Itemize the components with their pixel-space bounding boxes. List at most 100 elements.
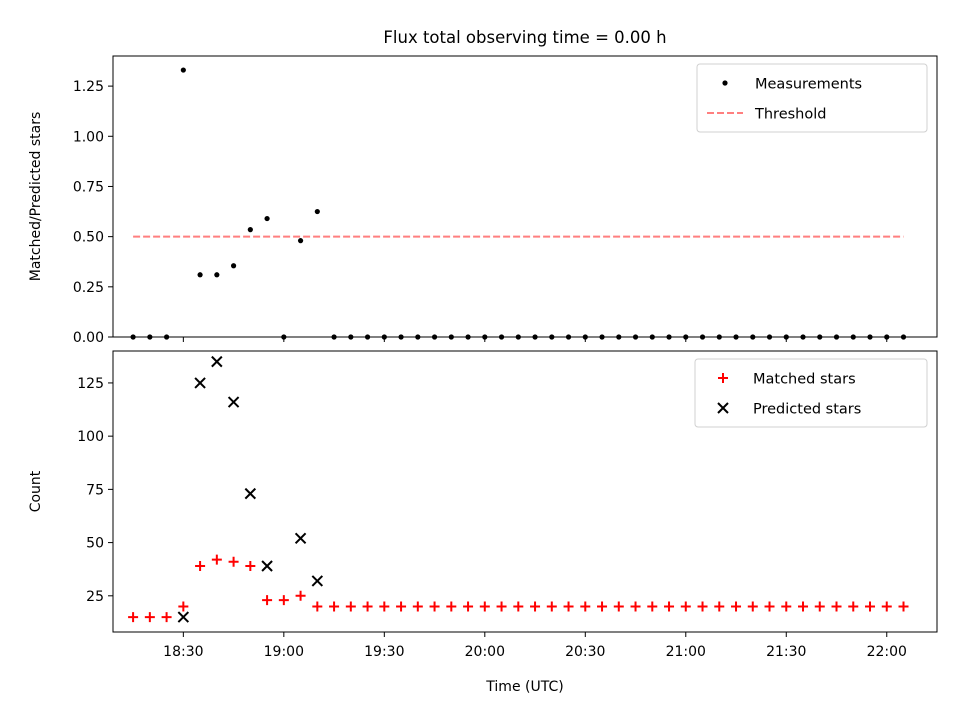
y-tick-label: 0.00 [73, 330, 104, 346]
measurements-point [884, 334, 890, 340]
matched-stars-point [295, 590, 306, 601]
matched-stars-point [161, 612, 172, 623]
legend-box [696, 63, 928, 133]
matched-stars-point [831, 601, 842, 612]
matched-stars-point [178, 601, 189, 612]
measurements-point [147, 334, 153, 340]
measurements-point [398, 334, 404, 340]
measurements-point [515, 334, 521, 340]
y-tick-label: 50 [86, 536, 104, 552]
matched-stars-point [463, 601, 474, 612]
x-tick-label: 20:00 [465, 644, 505, 660]
matched-stars-point [865, 601, 876, 612]
x-axis-label: Time (UTC) [485, 679, 563, 695]
measurements-point [683, 334, 689, 340]
y-tick-label: 0.25 [73, 280, 104, 296]
measurements-point [448, 334, 454, 340]
y-tick-label: 25 [86, 589, 104, 605]
matched-stars-point [345, 601, 356, 612]
measurements-point [230, 263, 237, 269]
measurements-point [582, 334, 588, 340]
measurements-point [733, 334, 739, 340]
measurements-point [850, 334, 856, 340]
matched-stars-point [647, 601, 658, 612]
measurements-point [431, 334, 438, 340]
measurements-point [314, 208, 320, 215]
matched-stars-point [228, 556, 239, 567]
matched-stars-point [697, 601, 708, 612]
predicted-stars-point [194, 377, 206, 389]
measurements-point [900, 334, 907, 340]
matched-stars-point [714, 601, 725, 612]
matched-stars-point [580, 601, 591, 612]
y-tick-label: 75 [86, 482, 104, 498]
measurements-point [364, 334, 371, 340]
matched-stars-point [429, 601, 440, 612]
measurements-point [130, 334, 136, 340]
predicted-stars-point [294, 532, 307, 545]
predicted-stars-point [211, 355, 223, 368]
matched-stars-point [446, 601, 457, 612]
matched-stars-point [312, 601, 323, 612]
y-axis-label: Matched/Predicted stars [28, 112, 44, 282]
measurements-point [699, 334, 706, 340]
x-tick-label: 19:00 [264, 644, 304, 660]
measurements-point [616, 334, 622, 340]
matched-stars-point [479, 601, 490, 612]
matched-stars-point [798, 601, 809, 612]
top-plot-panel: 0.00 0.25 0.50 0.75 1.00 1.25 Matched/Predicte… [28, 55, 938, 346]
matched-stars-point [412, 601, 423, 612]
bottom-plot-panel: 25 50 75 100 125 18:30 19:00 19:30 20:00 20:30 21:… [28, 350, 938, 695]
measurements-point [281, 334, 287, 340]
measurements-point [465, 334, 471, 340]
y-tick-label: 100 [77, 429, 104, 445]
measurements-point [649, 334, 655, 340]
matched-stars-point [898, 601, 909, 612]
measurements-point [297, 238, 304, 244]
legend-label: Matched stars [753, 372, 856, 388]
matched-stars-point [329, 601, 340, 612]
plot-frame [112, 350, 938, 633]
y-axis-label: Count [28, 470, 44, 512]
measurements-point [549, 334, 555, 340]
x-tick-label: 21:00 [666, 644, 706, 660]
matched-stars-point [144, 612, 155, 623]
x-tick-label: 20:30 [565, 644, 605, 660]
predicted-stars-point [311, 575, 324, 587]
measurements-point [163, 334, 170, 340]
measurements-point [180, 67, 186, 73]
matched-stars-point [747, 601, 758, 612]
y-tick-label: 1.00 [73, 129, 104, 145]
measurements-point [599, 334, 605, 340]
predicted-stars-point [244, 487, 257, 500]
matched-stars-point [613, 601, 624, 612]
measurements-point [331, 334, 337, 340]
measurements-point [833, 334, 840, 340]
matched-stars-point [496, 601, 507, 612]
matched-stars-point [781, 601, 792, 612]
measurements-point [482, 334, 488, 340]
measurements-point [348, 334, 354, 340]
measurements-point [565, 334, 572, 340]
predicted-stars-point [177, 611, 190, 623]
matched-stars-point [630, 601, 641, 612]
matched-stars-point [211, 554, 222, 565]
legend-box [694, 358, 928, 428]
matched-stars-point [764, 601, 775, 612]
measurements-point [867, 334, 873, 340]
x-tick-label: 22:00 [867, 644, 907, 660]
matched-stars-point [278, 595, 289, 606]
measurements-point [247, 227, 253, 233]
matched-stars-point [680, 601, 691, 612]
measurements-point [498, 334, 505, 340]
matched-stars-point [848, 601, 859, 612]
matched-stars-point [731, 601, 742, 612]
predicted-stars-point [261, 560, 273, 572]
plot-frame [112, 55, 938, 338]
measurements-point [381, 334, 387, 340]
matched-stars-point [245, 561, 256, 572]
measurements-point [666, 334, 672, 340]
x-tick-label: 19:30 [364, 644, 404, 660]
matched-stars-point [396, 601, 407, 612]
